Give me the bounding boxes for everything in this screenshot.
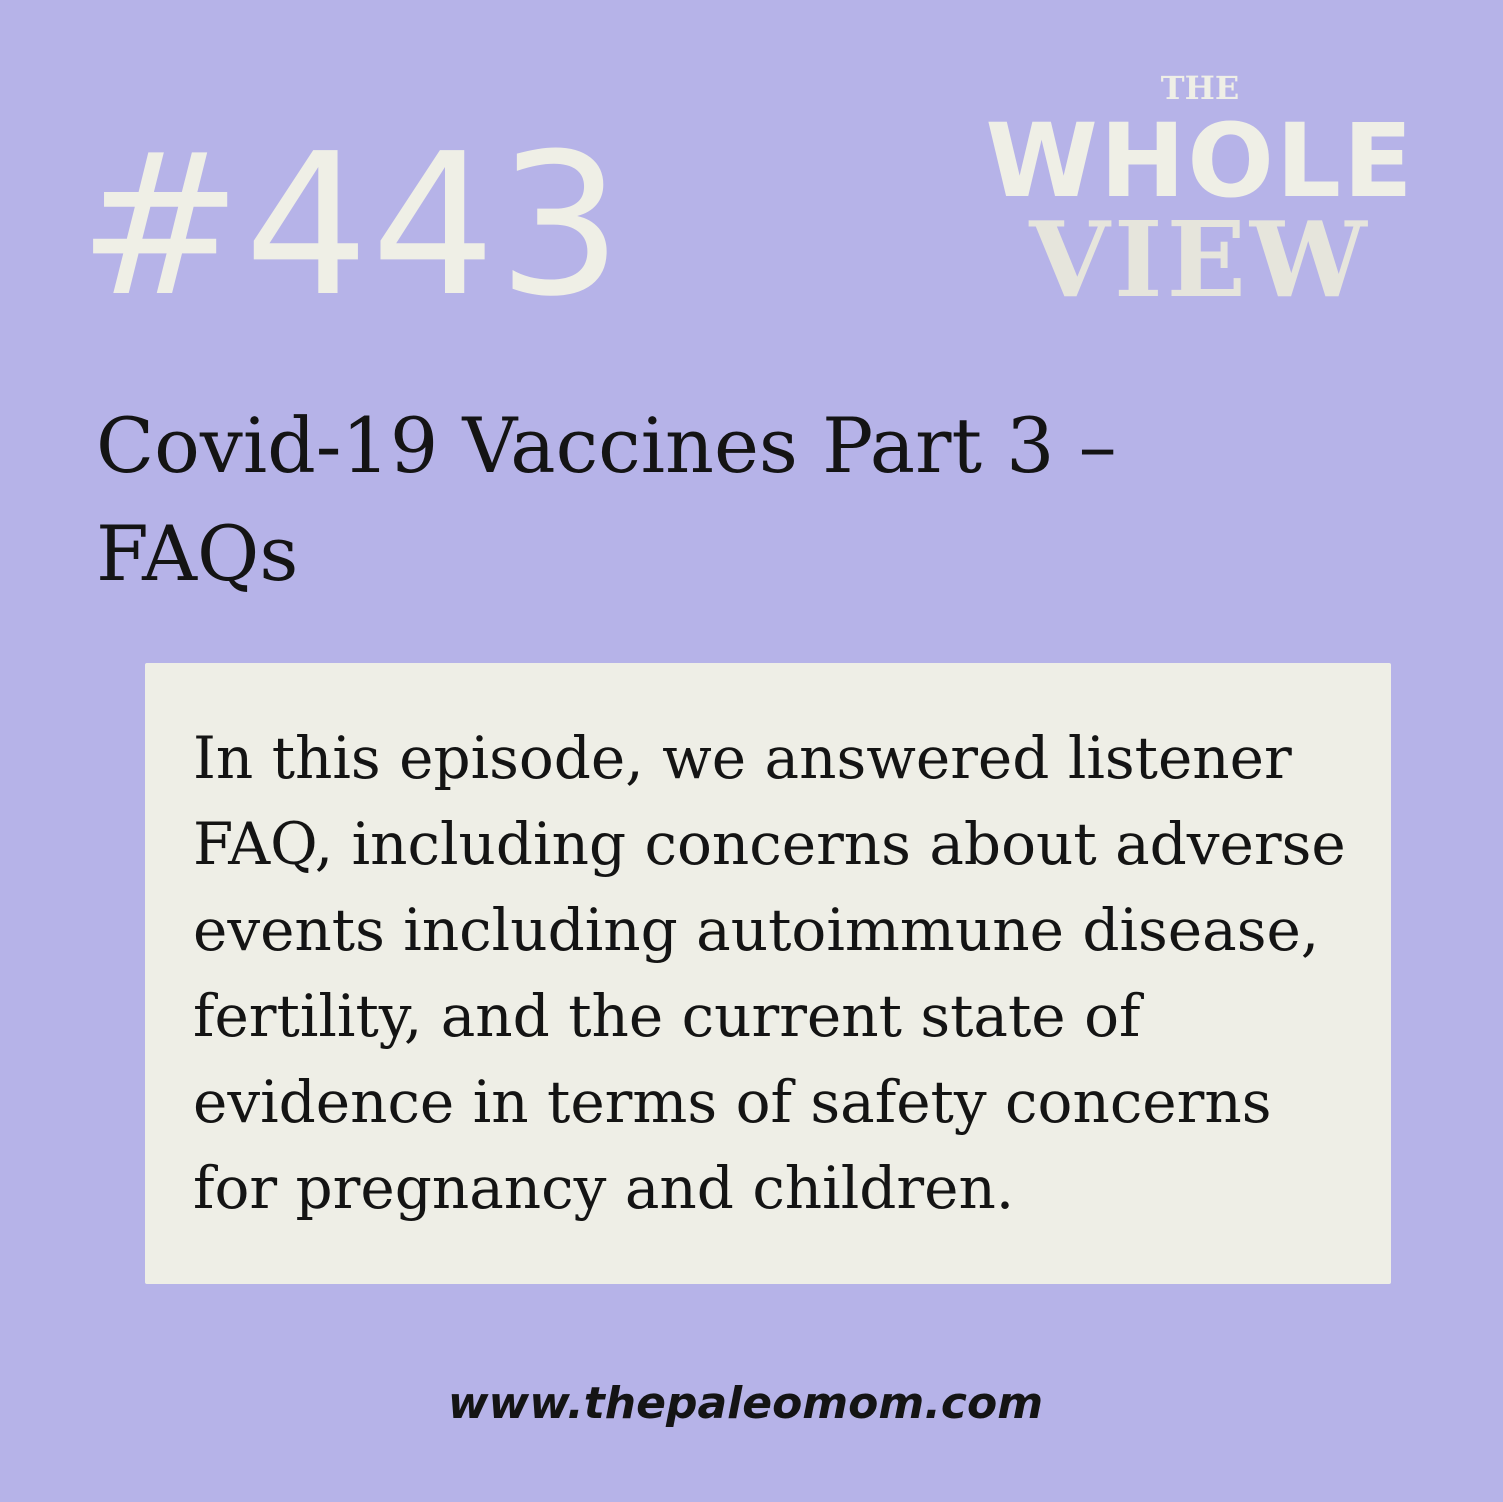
- logo-whole: WHOLE: [985, 102, 1415, 221]
- website-url: www.thepaleomom.com: [447, 1378, 1044, 1429]
- episode-title: Covid-19 Vaccines Part 3 – FAQs: [96, 392, 1296, 608]
- episode-number: #443: [78, 112, 625, 340]
- episode-title-line-1: Covid-19 Vaccines Part 3 –: [96, 401, 1117, 490]
- description-card: In this episode, we answered listener FA…: [145, 663, 1391, 1284]
- logo-view: VIEW: [1029, 198, 1371, 321]
- podcast-logo: THE WHOLE VIEW: [980, 72, 1420, 312]
- episode-description: In this episode, we answered listener FA…: [193, 724, 1346, 1222]
- episode-title-line-2: FAQs: [96, 509, 299, 598]
- logo-the: THE: [1160, 69, 1240, 107]
